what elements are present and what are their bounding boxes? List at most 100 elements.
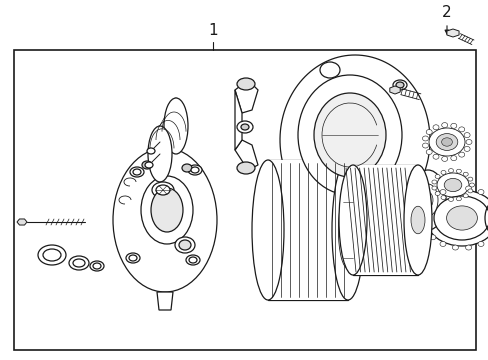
Ellipse shape xyxy=(182,164,192,172)
Ellipse shape xyxy=(423,226,428,231)
Ellipse shape xyxy=(428,128,464,156)
Ellipse shape xyxy=(156,185,170,195)
Ellipse shape xyxy=(423,205,428,210)
Ellipse shape xyxy=(429,235,435,240)
Ellipse shape xyxy=(403,165,431,275)
Ellipse shape xyxy=(422,136,427,141)
Ellipse shape xyxy=(392,80,406,90)
Ellipse shape xyxy=(425,190,488,246)
Ellipse shape xyxy=(130,167,143,177)
Polygon shape xyxy=(235,90,242,150)
Ellipse shape xyxy=(439,189,445,194)
Ellipse shape xyxy=(447,197,452,202)
Ellipse shape xyxy=(145,162,153,168)
Ellipse shape xyxy=(434,175,439,179)
Ellipse shape xyxy=(432,125,438,130)
Ellipse shape xyxy=(446,206,476,230)
Ellipse shape xyxy=(433,196,488,240)
Polygon shape xyxy=(17,219,27,225)
Text: 1: 1 xyxy=(208,23,217,38)
Polygon shape xyxy=(267,160,347,300)
Ellipse shape xyxy=(38,245,66,265)
Ellipse shape xyxy=(129,255,137,261)
Ellipse shape xyxy=(439,242,445,247)
Ellipse shape xyxy=(147,148,155,154)
Ellipse shape xyxy=(395,82,403,88)
Ellipse shape xyxy=(237,162,254,174)
Ellipse shape xyxy=(179,240,191,250)
Ellipse shape xyxy=(369,200,389,216)
Ellipse shape xyxy=(237,121,252,133)
Ellipse shape xyxy=(451,245,457,250)
Polygon shape xyxy=(235,80,258,113)
Polygon shape xyxy=(157,292,173,310)
Ellipse shape xyxy=(465,186,470,191)
Ellipse shape xyxy=(175,237,195,253)
Ellipse shape xyxy=(441,123,447,127)
Ellipse shape xyxy=(297,75,401,195)
Ellipse shape xyxy=(450,156,456,161)
Ellipse shape xyxy=(487,235,488,240)
Polygon shape xyxy=(389,86,399,94)
Ellipse shape xyxy=(185,255,200,265)
Polygon shape xyxy=(160,98,176,182)
Ellipse shape xyxy=(441,156,447,161)
Ellipse shape xyxy=(429,196,435,201)
Ellipse shape xyxy=(463,147,469,152)
Ellipse shape xyxy=(432,154,438,159)
Ellipse shape xyxy=(141,176,193,244)
Ellipse shape xyxy=(455,169,460,173)
Ellipse shape xyxy=(440,170,445,175)
Ellipse shape xyxy=(458,127,464,132)
Ellipse shape xyxy=(331,160,363,300)
Ellipse shape xyxy=(237,78,254,90)
Ellipse shape xyxy=(189,257,197,263)
Polygon shape xyxy=(446,29,458,37)
Ellipse shape xyxy=(319,62,339,78)
Ellipse shape xyxy=(422,192,432,208)
Ellipse shape xyxy=(163,98,187,154)
Ellipse shape xyxy=(467,189,472,193)
Ellipse shape xyxy=(93,263,101,269)
Ellipse shape xyxy=(417,184,437,216)
Ellipse shape xyxy=(458,152,464,157)
Ellipse shape xyxy=(431,180,436,184)
Ellipse shape xyxy=(113,148,217,292)
Ellipse shape xyxy=(451,186,457,191)
Ellipse shape xyxy=(441,138,451,146)
Ellipse shape xyxy=(443,179,461,192)
Ellipse shape xyxy=(467,177,472,181)
Ellipse shape xyxy=(487,196,488,201)
Ellipse shape xyxy=(142,161,152,169)
Ellipse shape xyxy=(477,189,483,194)
Ellipse shape xyxy=(410,206,424,234)
Ellipse shape xyxy=(426,149,431,154)
Ellipse shape xyxy=(431,186,436,190)
Ellipse shape xyxy=(462,172,467,176)
Ellipse shape xyxy=(436,173,468,197)
Ellipse shape xyxy=(435,134,457,150)
Ellipse shape xyxy=(409,170,445,230)
Ellipse shape xyxy=(477,242,483,247)
Ellipse shape xyxy=(338,165,366,275)
Ellipse shape xyxy=(465,140,471,144)
Ellipse shape xyxy=(462,194,467,198)
Ellipse shape xyxy=(447,168,452,172)
Ellipse shape xyxy=(455,197,460,201)
Ellipse shape xyxy=(450,123,456,128)
Ellipse shape xyxy=(90,261,104,271)
Ellipse shape xyxy=(187,165,202,175)
Ellipse shape xyxy=(465,245,470,250)
Ellipse shape xyxy=(152,182,174,198)
Ellipse shape xyxy=(313,93,385,177)
Ellipse shape xyxy=(420,216,426,220)
Ellipse shape xyxy=(43,249,61,261)
Ellipse shape xyxy=(338,192,357,269)
Ellipse shape xyxy=(241,124,248,130)
Ellipse shape xyxy=(191,167,199,173)
Ellipse shape xyxy=(148,126,172,182)
Ellipse shape xyxy=(440,195,445,199)
Ellipse shape xyxy=(69,256,89,270)
Polygon shape xyxy=(352,165,417,275)
Ellipse shape xyxy=(463,132,469,138)
